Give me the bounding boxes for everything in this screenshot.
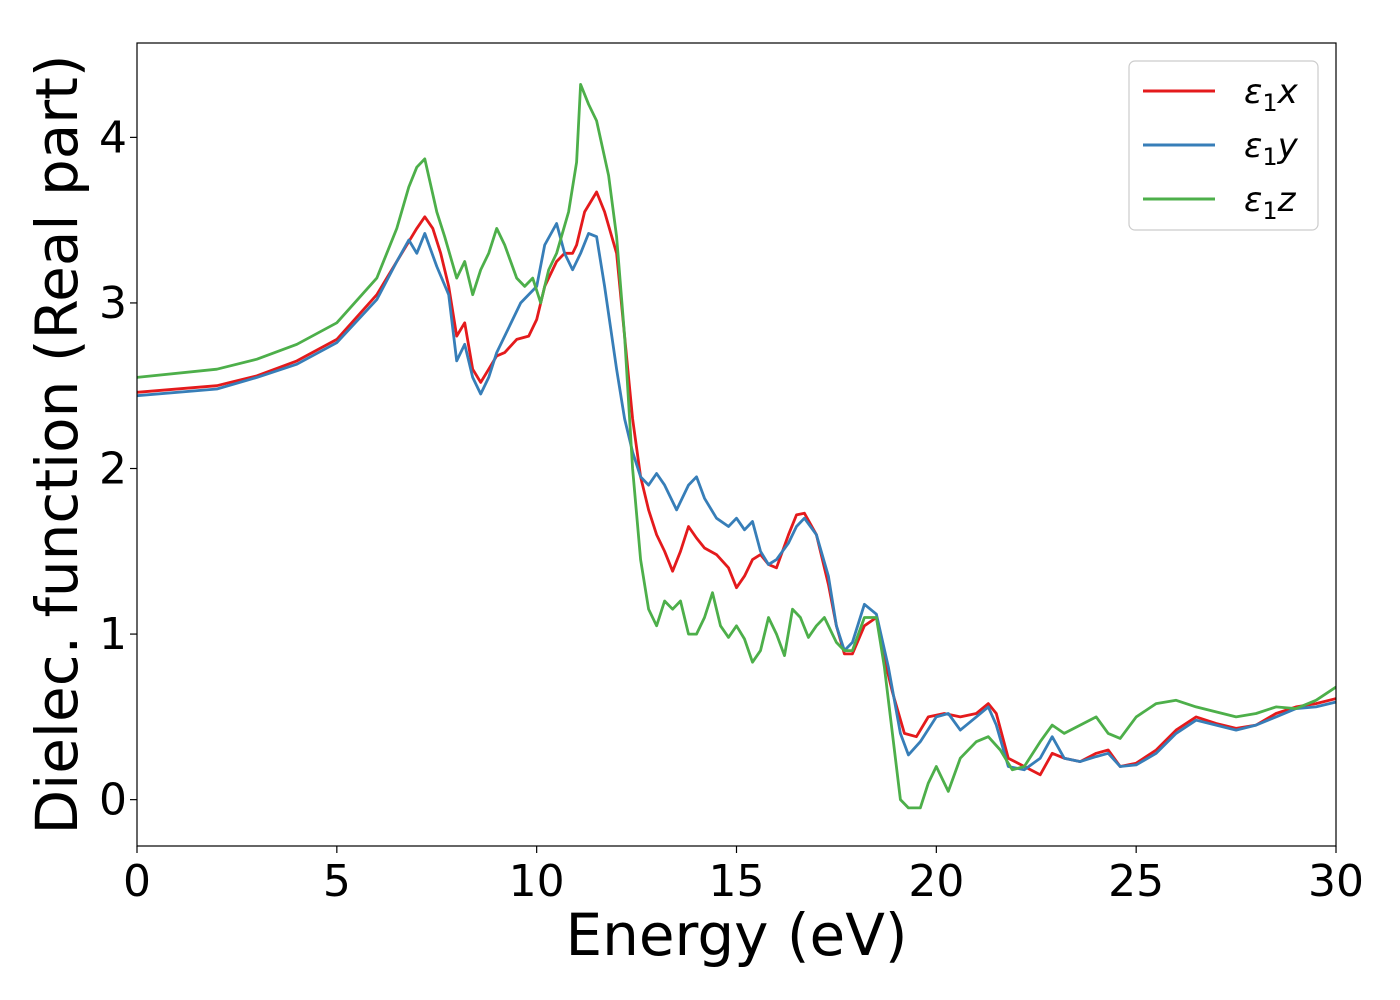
legend-item-y: ε1y xyxy=(1143,126,1299,171)
y-axis: 0 1 2 3 4 xyxy=(99,112,137,826)
legend-label: ε1y xyxy=(1244,126,1299,171)
x-axis: 0 5 10 15 20 25 30 xyxy=(123,846,1364,907)
y-tick-label: 2 xyxy=(99,444,127,495)
y-axis-label: Dielec. function (Real part) xyxy=(23,54,91,834)
y-tick-label: 4 xyxy=(99,112,127,163)
series-line-y xyxy=(137,222,1336,772)
y-tick-label: 0 xyxy=(99,775,127,826)
legend-label: ε1x xyxy=(1244,72,1299,117)
plot-area xyxy=(137,83,1336,810)
series-line-x xyxy=(137,190,1336,777)
legend-box xyxy=(1128,60,1319,231)
y-tick-label: 1 xyxy=(99,609,127,660)
x-tick-label: 0 xyxy=(123,856,151,907)
x-tick-label: 15 xyxy=(709,856,765,907)
legend-label: ε1z xyxy=(1244,180,1297,225)
x-tick-label: 30 xyxy=(1308,856,1364,907)
legend-item-x: ε1x xyxy=(1143,72,1299,117)
legend-item-z: ε1z xyxy=(1143,180,1297,225)
x-axis-label: Energy (eV) xyxy=(565,901,907,969)
series-line-z xyxy=(137,83,1336,810)
y-tick-label: 3 xyxy=(99,278,127,329)
x-tick-label: 10 xyxy=(509,856,565,907)
x-tick-label: 5 xyxy=(323,856,351,907)
x-tick-label: 25 xyxy=(1108,856,1164,907)
legend: ε1x ε1y ε1z xyxy=(1128,60,1319,231)
x-tick-label: 20 xyxy=(908,856,964,907)
